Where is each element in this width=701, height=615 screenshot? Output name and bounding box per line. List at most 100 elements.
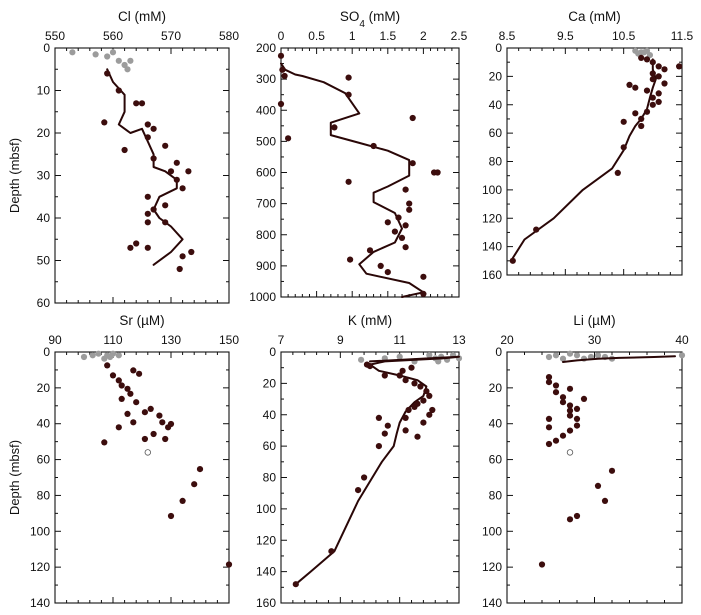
- x-tick-label: 90: [48, 333, 62, 347]
- gray-data-point: [678, 352, 686, 359]
- data-point: [101, 439, 108, 446]
- y-tick-label: 80: [37, 488, 51, 502]
- data-point: [173, 176, 180, 183]
- x-tick-label: 10.5: [612, 29, 636, 43]
- data-point: [124, 385, 131, 392]
- data-point: [127, 244, 134, 251]
- y-tick-label: 0: [269, 345, 276, 359]
- data-point: [414, 400, 421, 407]
- data-point: [277, 100, 285, 108]
- y-tick-label: 20: [489, 69, 503, 83]
- panel-1: Cl (mM) 550 560 570 580 0 10 20 30 40 50 60 Depth (m…: [7, 9, 239, 310]
- data-point: [649, 59, 656, 66]
- data-point: [118, 382, 125, 389]
- y-tick-label: 40: [37, 417, 51, 431]
- y-tick-label: 100: [256, 502, 276, 516]
- y-tick-label: 140: [30, 596, 50, 610]
- panel-4: Sr (µM) 90 110 130 150 0 20 40 60 80 100 120 140 Dept…: [7, 313, 239, 610]
- data-point: [608, 467, 616, 474]
- data-point: [402, 186, 409, 193]
- data-point: [559, 394, 567, 401]
- y-axis-label: Depth (mbsf): [7, 138, 22, 213]
- y-tick-label: 700: [256, 197, 276, 211]
- data-point: [414, 433, 421, 440]
- data-point: [552, 389, 560, 396]
- data-point: [363, 361, 371, 368]
- y-tick-label: 20: [37, 126, 51, 140]
- x-tick-label: 9.5: [557, 29, 574, 43]
- gray-data-point: [92, 51, 99, 58]
- x-tick-label: 2.5: [451, 29, 468, 43]
- data-point: [345, 91, 352, 98]
- data-point: [138, 100, 146, 107]
- data-point: [545, 379, 553, 386]
- trend-curve: [511, 58, 657, 259]
- y-tick-label: 160: [482, 268, 502, 282]
- y-tick-label: 400: [256, 103, 276, 117]
- data-point: [384, 422, 391, 429]
- data-point: [620, 144, 627, 151]
- gray-data-point: [109, 350, 117, 357]
- data-point: [225, 561, 233, 568]
- data-point: [191, 481, 198, 488]
- gray-data-point: [80, 353, 88, 361]
- x-tick-label: 40: [675, 333, 689, 347]
- trend-curve: [106, 68, 184, 266]
- data-point: [552, 437, 560, 444]
- y-tick-label: 140: [482, 596, 502, 610]
- y-tick-label: 1000: [249, 290, 276, 304]
- data-point: [398, 234, 406, 241]
- gray-data-point: [124, 66, 131, 73]
- data-point: [614, 169, 621, 176]
- gray-data-point: [109, 49, 117, 56]
- gray-data-point: [104, 53, 111, 60]
- x-tick-label: 13: [452, 333, 466, 347]
- data-point: [545, 374, 553, 381]
- data-point: [150, 155, 157, 162]
- data-point: [566, 516, 574, 523]
- data-point: [162, 219, 169, 226]
- data-point: [538, 561, 546, 568]
- gray-data-point: [115, 352, 122, 359]
- series-group: [69, 49, 195, 273]
- gray-data-point: [396, 353, 403, 360]
- y-tick-label: 160: [256, 596, 276, 610]
- x-tick-label: 20: [500, 333, 514, 347]
- gray-data-point: [594, 352, 602, 359]
- data-point: [566, 402, 574, 409]
- data-point: [133, 399, 140, 406]
- data-point: [395, 214, 402, 221]
- data-point: [406, 200, 413, 207]
- data-point: [124, 410, 131, 417]
- y-tick-label: 50: [37, 254, 51, 268]
- y-tick-label: 60: [489, 453, 503, 467]
- data-point: [147, 405, 154, 412]
- data-point: [130, 419, 137, 426]
- data-point: [384, 219, 391, 226]
- gray-data-point: [435, 358, 442, 365]
- gray-data-point: [95, 350, 102, 357]
- x-tick-label: 580: [219, 29, 239, 43]
- data-point: [408, 364, 415, 371]
- data-point: [144, 134, 151, 141]
- data-point: [133, 240, 140, 247]
- data-point: [420, 290, 427, 297]
- x-tick-label: 0: [278, 29, 285, 43]
- x-tick-label: 560: [103, 29, 123, 43]
- plot-frame: [506, 351, 683, 604]
- x-tick-label: 1.5: [379, 29, 396, 43]
- y-tick-label: 100: [482, 183, 502, 197]
- data-point: [566, 412, 574, 419]
- data-point: [420, 419, 427, 426]
- data-point: [423, 388, 430, 395]
- data-point: [347, 256, 354, 263]
- data-point: [173, 159, 180, 166]
- y-tick-label: 10: [37, 84, 51, 98]
- data-point: [533, 226, 540, 233]
- data-point: [136, 370, 143, 377]
- data-point: [559, 399, 567, 406]
- data-point: [545, 415, 553, 422]
- y-tick-label: 800: [256, 228, 276, 242]
- data-point: [150, 125, 157, 132]
- data-point: [643, 108, 651, 115]
